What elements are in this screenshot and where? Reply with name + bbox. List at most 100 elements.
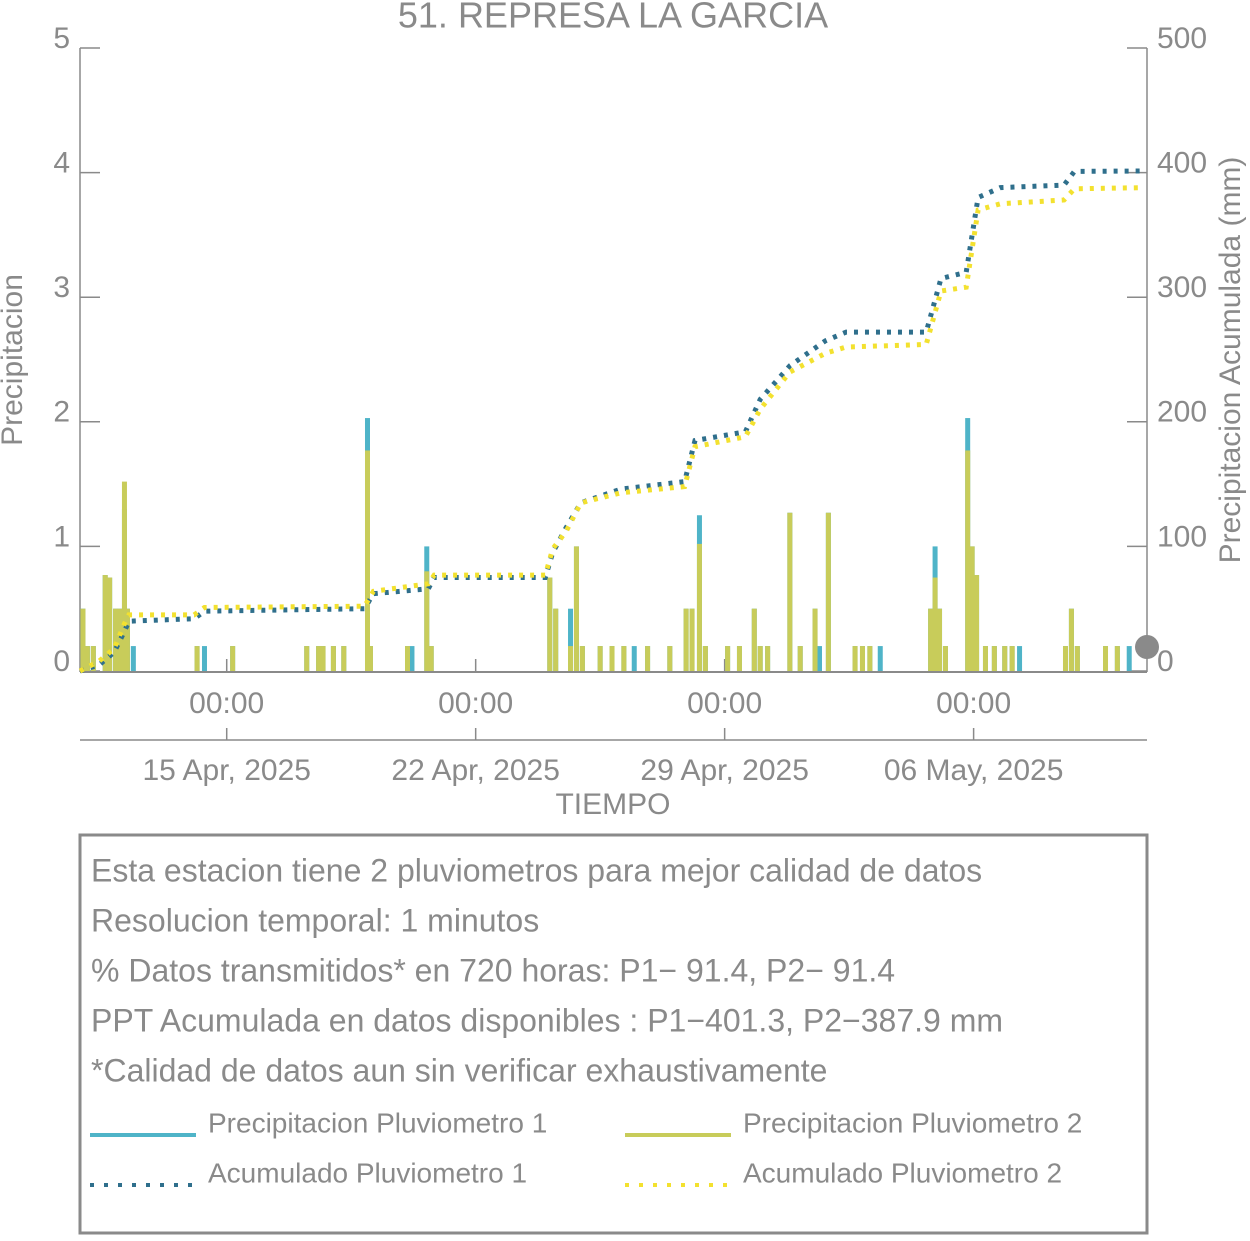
precip-bar bbox=[765, 646, 771, 671]
y-tick-label: 0 bbox=[53, 645, 70, 678]
y2-tick-label: 500 bbox=[1157, 22, 1207, 55]
precip-bar bbox=[130, 646, 136, 671]
y-axis-label: Precipitacion bbox=[0, 274, 29, 446]
precip-bar bbox=[1009, 646, 1015, 671]
precip-bar bbox=[367, 646, 373, 671]
precip-bar bbox=[84, 646, 90, 671]
precip-bar bbox=[409, 646, 415, 671]
precip-bar bbox=[573, 546, 579, 671]
precip-bar bbox=[867, 646, 873, 671]
x-tick-label: 00:00 bbox=[936, 687, 1011, 720]
precip-bar bbox=[609, 646, 615, 671]
precip-bar bbox=[683, 608, 689, 671]
precip-bar bbox=[107, 577, 113, 671]
info-text: Esta estacion tiene 2 pluviometros para … bbox=[91, 852, 982, 888]
cumulative-line bbox=[79, 168, 1142, 674]
x-axis-label: TIEMPO bbox=[555, 788, 670, 821]
precip-bar bbox=[689, 608, 695, 671]
precip-bar bbox=[1002, 646, 1008, 671]
precip-bar bbox=[201, 646, 207, 671]
precip-bar bbox=[194, 646, 200, 671]
precip-bar bbox=[982, 646, 988, 671]
legend-label: Precipitacion Pluviometro 1 bbox=[208, 1107, 547, 1138]
precip-bar bbox=[80, 608, 86, 671]
precip-bar bbox=[1114, 646, 1120, 671]
precip-bar bbox=[787, 512, 793, 671]
y2-tick-label: 0 bbox=[1157, 645, 1174, 678]
precip-bar bbox=[304, 646, 310, 671]
x-tick-label: 00:00 bbox=[687, 687, 762, 720]
precip-bar bbox=[937, 608, 943, 671]
precip-bar bbox=[330, 646, 336, 671]
precip-bar bbox=[568, 608, 574, 671]
info-text: PPT Acumulada en datos disponibles : P1−… bbox=[91, 1002, 1003, 1038]
precip-bar bbox=[991, 646, 997, 671]
precip-bar bbox=[969, 546, 975, 671]
precip-bar bbox=[965, 450, 971, 671]
precip-bar bbox=[90, 646, 96, 671]
y-tick-label: 5 bbox=[53, 22, 70, 55]
precip-bar bbox=[364, 450, 370, 671]
precip-bar bbox=[631, 646, 637, 671]
precip-bar bbox=[696, 543, 702, 671]
precip-bar bbox=[1017, 646, 1023, 671]
precip-bar bbox=[1126, 646, 1132, 671]
precip-bar bbox=[725, 646, 731, 671]
info-box bbox=[78, 833, 1149, 1235]
info-text: % Datos transmitidos* en 720 horas: P1− … bbox=[91, 952, 895, 988]
precip-bar bbox=[942, 646, 948, 671]
precip-bar bbox=[341, 646, 347, 671]
x-tick-label: 00:00 bbox=[438, 687, 513, 720]
x-date-tick-label: 29 Apr, 2025 bbox=[640, 754, 809, 787]
y2-tick-label: 200 bbox=[1157, 396, 1207, 429]
x-date-tick-label: 22 Apr, 2025 bbox=[391, 754, 560, 787]
precip-bar bbox=[751, 608, 757, 671]
precip-bar bbox=[113, 608, 119, 671]
y2-tick-label: 100 bbox=[1157, 520, 1207, 553]
y2-tick-label: 400 bbox=[1157, 147, 1207, 180]
x-date-tick-label: 06 May, 2025 bbox=[884, 754, 1064, 787]
precip-bar bbox=[1068, 608, 1074, 671]
y-tick-label: 3 bbox=[53, 271, 70, 304]
precip-bar bbox=[428, 646, 434, 671]
precip-bar bbox=[932, 577, 938, 671]
precip-bar bbox=[825, 512, 831, 671]
precip-bar bbox=[568, 646, 574, 671]
precip-bar bbox=[316, 646, 322, 671]
precip-bar bbox=[405, 646, 411, 671]
precip-bar bbox=[928, 608, 934, 671]
precip-bar bbox=[812, 608, 818, 671]
y-tick-label: 4 bbox=[53, 147, 70, 180]
y2-tick-label: 300 bbox=[1157, 271, 1207, 304]
x-date-tick-label: 15 Apr, 2025 bbox=[142, 754, 311, 787]
x-tick-label: 00:00 bbox=[189, 687, 264, 720]
precip-bar bbox=[424, 571, 430, 671]
precip-bar bbox=[547, 577, 553, 671]
precip-bar bbox=[117, 608, 123, 671]
chart-title: 51. REPRESA LA GARCIA bbox=[398, 0, 828, 36]
precip-bar bbox=[852, 646, 858, 671]
y-tick-label: 2 bbox=[53, 396, 70, 429]
precip-bar bbox=[230, 646, 236, 671]
y2-axis-label: Precipitacion Acumulada (mm) bbox=[1214, 157, 1247, 564]
legend-label: Acumulado Pluviometro 1 bbox=[208, 1157, 527, 1188]
legend-label: Acumulado Pluviometro 2 bbox=[743, 1157, 1062, 1188]
precip-bar bbox=[797, 646, 803, 671]
precip-bar bbox=[667, 646, 673, 671]
info-text: *Calidad de datos aun sin verificar exha… bbox=[91, 1052, 827, 1088]
precip-bar bbox=[124, 608, 130, 671]
precip-bar bbox=[553, 608, 559, 671]
precip-bar bbox=[816, 646, 822, 671]
precip-bar bbox=[621, 646, 627, 671]
precip-bar bbox=[1062, 646, 1068, 671]
precip-bar bbox=[597, 646, 603, 671]
precip-bar bbox=[102, 575, 108, 671]
precip-bar bbox=[702, 646, 708, 671]
legend-label: Precipitacion Pluviometro 2 bbox=[743, 1107, 1082, 1138]
precip-bar bbox=[859, 646, 865, 671]
precip-bar bbox=[736, 646, 742, 671]
precip-bar bbox=[974, 575, 980, 671]
precip-bar bbox=[645, 646, 651, 671]
